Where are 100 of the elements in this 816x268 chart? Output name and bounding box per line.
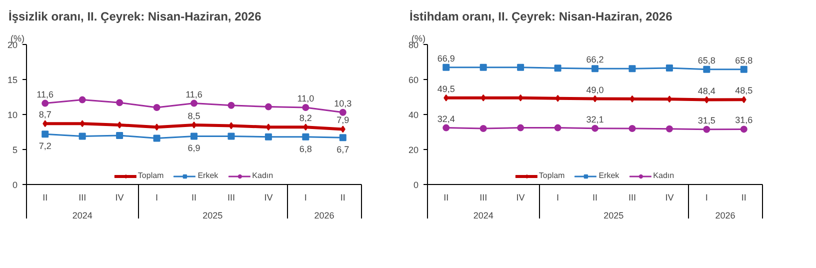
point xyxy=(266,124,271,131)
point xyxy=(228,102,235,109)
x-tick-label: III xyxy=(78,192,86,202)
point xyxy=(116,132,124,139)
text: 2024 xyxy=(473,210,494,220)
text: 2026 xyxy=(314,210,334,220)
point xyxy=(666,64,673,72)
text: 2025 xyxy=(202,210,223,220)
y-tick-label: 10 xyxy=(7,110,18,120)
point xyxy=(78,132,86,140)
text: 2026 xyxy=(715,210,736,220)
data-label: 65,8 xyxy=(735,55,753,66)
point xyxy=(703,66,710,73)
point xyxy=(116,99,124,106)
data-label: 10,3 xyxy=(334,98,352,108)
point xyxy=(480,125,487,132)
point xyxy=(480,64,487,71)
point xyxy=(302,133,310,140)
data-label: 31,5 xyxy=(698,115,716,126)
legend-label: Kadın xyxy=(653,171,674,180)
text: 2025 xyxy=(604,210,624,220)
point xyxy=(228,122,234,130)
point xyxy=(153,104,160,111)
point xyxy=(555,94,560,102)
point xyxy=(339,134,346,142)
x-tick-label: I xyxy=(705,192,708,202)
point xyxy=(303,124,308,131)
data-label: 66,9 xyxy=(437,53,455,64)
data-label: 49,5 xyxy=(437,84,455,94)
point xyxy=(42,130,49,138)
data-label: 6,7 xyxy=(336,144,350,155)
point xyxy=(666,96,672,103)
point xyxy=(741,96,746,104)
data-label: 6,8 xyxy=(299,144,312,154)
point xyxy=(628,125,636,132)
x-tick-label: II xyxy=(42,192,48,202)
x-tick-label: II xyxy=(741,192,746,202)
point xyxy=(80,120,85,128)
point xyxy=(154,124,160,131)
point xyxy=(340,126,346,133)
point xyxy=(554,64,562,72)
point xyxy=(228,132,235,140)
point xyxy=(78,96,86,104)
point xyxy=(630,95,635,102)
data-label: 65,8 xyxy=(698,55,716,66)
point xyxy=(42,120,48,128)
y-tick-label: 60 xyxy=(408,75,419,85)
legend-label: Toplam xyxy=(138,171,164,180)
x-tick-label: III xyxy=(628,192,636,202)
legend-label: Erkek xyxy=(198,171,218,180)
data-label: 32,4 xyxy=(437,114,455,124)
point xyxy=(518,94,524,102)
x-tick-label: I xyxy=(156,192,158,202)
point xyxy=(740,66,748,73)
legend-label: Toplam xyxy=(538,171,565,180)
point xyxy=(592,65,598,72)
y-tick-label: 5 xyxy=(12,145,18,155)
point xyxy=(740,126,748,133)
x-tick-label: IV xyxy=(516,192,525,202)
point xyxy=(153,134,160,142)
data-label: 66,2 xyxy=(586,54,604,65)
chart-title: İşsizlik oranı, II. Çeyrek: Nisan-Haziran, 2026 xyxy=(8,10,262,24)
data-label: 8,7 xyxy=(38,110,52,120)
data-label: 6,9 xyxy=(188,143,200,154)
x-tick-label: III xyxy=(227,192,235,202)
point xyxy=(517,124,524,132)
point xyxy=(554,124,562,132)
point xyxy=(517,64,524,71)
x-tick-label: IV xyxy=(115,192,124,202)
data-label: 32,1 xyxy=(586,114,604,124)
point xyxy=(628,65,636,72)
point xyxy=(190,132,198,140)
point xyxy=(704,96,710,104)
data-label: 48,4 xyxy=(698,86,716,96)
y-tick-label: 0 xyxy=(413,180,419,190)
x-tick-label: II xyxy=(592,192,598,202)
data-label: 11,6 xyxy=(36,89,54,100)
point xyxy=(190,100,198,107)
point xyxy=(703,126,710,133)
point xyxy=(42,100,49,107)
point xyxy=(444,94,449,102)
point xyxy=(592,124,598,132)
legend-label: Kadın xyxy=(252,171,274,180)
x-tick-label: I xyxy=(556,192,560,202)
y-tick-label: 20 xyxy=(408,145,419,155)
data-label: 49,0 xyxy=(586,84,604,95)
point xyxy=(192,122,196,128)
legend-label: Erkek xyxy=(598,171,620,180)
data-label: 48,5 xyxy=(735,86,753,96)
data-label: 7,2 xyxy=(38,141,52,152)
x-tick-label: I xyxy=(304,192,307,202)
data-label: 11,0 xyxy=(297,94,314,104)
data-label: 7,9 xyxy=(336,115,350,126)
x-tick-label: II xyxy=(444,192,449,202)
data-label: 31,6 xyxy=(735,115,753,126)
point xyxy=(442,64,450,71)
x-tick-label: II xyxy=(192,192,197,202)
y-tick-label: 15 xyxy=(7,75,18,85)
point xyxy=(302,104,310,111)
y-tick-label: 40 xyxy=(408,110,419,120)
